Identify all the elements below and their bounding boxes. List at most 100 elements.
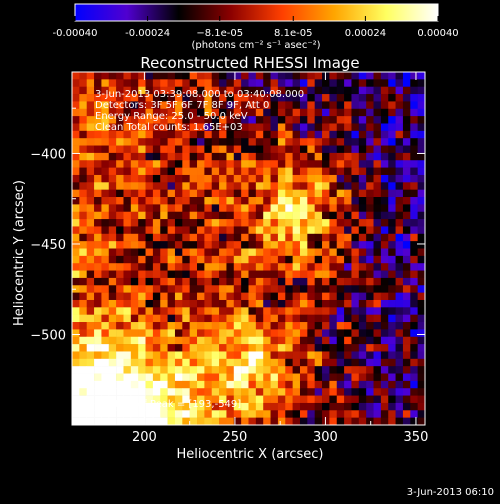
heatmap-cell <box>402 351 411 360</box>
heatmap-cell <box>108 86 117 95</box>
heatmap-cell <box>285 145 293 154</box>
heatmap-cell <box>167 248 176 257</box>
heatmap-cell <box>292 395 301 404</box>
heatmap-cell <box>285 263 293 271</box>
heatmap-cell <box>145 322 154 330</box>
heatmap-cell <box>108 270 117 279</box>
heatmap-cell <box>101 160 110 168</box>
heatmap-cell <box>285 72 293 80</box>
heatmap-cell <box>79 108 87 117</box>
heatmap-cell <box>233 299 242 308</box>
heatmap-cell <box>204 233 213 242</box>
heatmap-cell <box>123 307 132 315</box>
heatmap-cell <box>197 108 205 117</box>
heatmap-cell <box>248 138 257 146</box>
heatmap-cell <box>395 322 404 330</box>
heatmap-cell <box>219 94 227 102</box>
heatmap-cell <box>285 388 293 396</box>
heatmap-cell <box>94 299 102 308</box>
heatmap-cell <box>219 86 227 95</box>
heatmap-cell <box>219 299 227 308</box>
heatmap-cell <box>373 211 382 220</box>
heatmap-cell <box>373 123 382 132</box>
heatmap-cell <box>336 123 345 132</box>
heatmap-cell <box>219 255 227 264</box>
heatmap-cell <box>101 292 110 301</box>
heatmap-cell <box>292 410 301 418</box>
heatmap-cell <box>292 167 301 176</box>
heatmap-cell <box>138 94 146 102</box>
heatmap-cell <box>263 336 271 345</box>
heatmap-cell <box>94 182 102 190</box>
heatmap-cell <box>226 204 235 213</box>
heatmap-cell <box>101 322 110 330</box>
heatmap-cell <box>358 108 367 117</box>
heatmap-cell <box>366 174 374 183</box>
heatmap-cell <box>329 219 338 227</box>
heatmap-cell <box>219 204 227 213</box>
heatmap-cell <box>72 395 80 404</box>
heatmap-cell <box>204 101 213 110</box>
heatmap-cell <box>167 152 176 161</box>
heatmap-cell <box>138 219 146 227</box>
heatmap-cell <box>417 123 425 132</box>
heatmap-cell <box>314 204 323 213</box>
heatmap-cell <box>86 130 95 139</box>
heatmap-cell <box>270 123 279 132</box>
heatmap-cell <box>314 226 323 235</box>
heatmap-cell <box>373 322 382 330</box>
heatmap-cell <box>123 160 132 168</box>
heatmap-cell <box>358 314 367 323</box>
heatmap-cell <box>160 417 168 425</box>
heatmap-cell <box>314 219 323 227</box>
heatmap-cell <box>292 314 301 323</box>
time-range-annotation: 3-Jun-2013 03:39:08.000 to 03:40:08.000 <box>95 89 304 100</box>
heatmap-cell <box>197 380 205 389</box>
heatmap-cell <box>189 336 198 345</box>
heatmap-cell <box>292 226 301 235</box>
heatmap-cell <box>211 116 220 124</box>
heatmap-cell <box>351 255 360 264</box>
heatmap-cell <box>219 366 227 374</box>
heatmap-cell <box>351 270 360 279</box>
heatmap-cell <box>402 204 411 213</box>
heatmap-cell <box>94 292 102 301</box>
heatmap-cell <box>307 79 315 87</box>
heatmap-cell <box>402 116 411 124</box>
heatmap-cell <box>255 344 264 352</box>
heatmap-cell <box>130 197 139 205</box>
heatmap-cell <box>322 241 330 249</box>
heatmap-cell <box>270 241 279 249</box>
heatmap-cell <box>285 116 293 124</box>
heatmap-cell <box>241 101 249 110</box>
heatmap-cell <box>417 380 425 389</box>
heatmap-cell <box>380 270 389 279</box>
heatmap-cell <box>277 314 286 323</box>
heatmap-cell <box>197 373 205 382</box>
heatmap-cell <box>94 395 102 404</box>
heatmap-cell <box>116 197 124 205</box>
heatmap-cell <box>373 402 382 411</box>
heatmap-cell <box>211 410 220 418</box>
heatmap-cell <box>322 182 330 190</box>
heatmap-cell <box>101 366 110 374</box>
heatmap-cell <box>277 241 286 249</box>
heatmap-cell <box>145 189 154 198</box>
heatmap-cell <box>86 226 95 235</box>
heatmap-cell <box>388 116 396 124</box>
heatmap-cell <box>388 219 396 227</box>
heatmap-cell <box>366 248 374 257</box>
heatmap-cell <box>380 314 389 323</box>
heatmap-cell <box>160 299 168 308</box>
heatmap-cell <box>189 72 198 80</box>
heatmap-cell <box>248 233 257 242</box>
heatmap-cell <box>373 248 382 257</box>
heatmap-cell <box>285 322 293 330</box>
heatmap-cell <box>138 417 146 425</box>
heatmap-cell <box>152 197 161 205</box>
heatmap-cell <box>270 174 279 183</box>
heatmap-cell <box>72 189 80 198</box>
heatmap-cell <box>373 174 382 183</box>
heatmap-cell <box>314 130 323 139</box>
heatmap-cell <box>417 130 425 139</box>
